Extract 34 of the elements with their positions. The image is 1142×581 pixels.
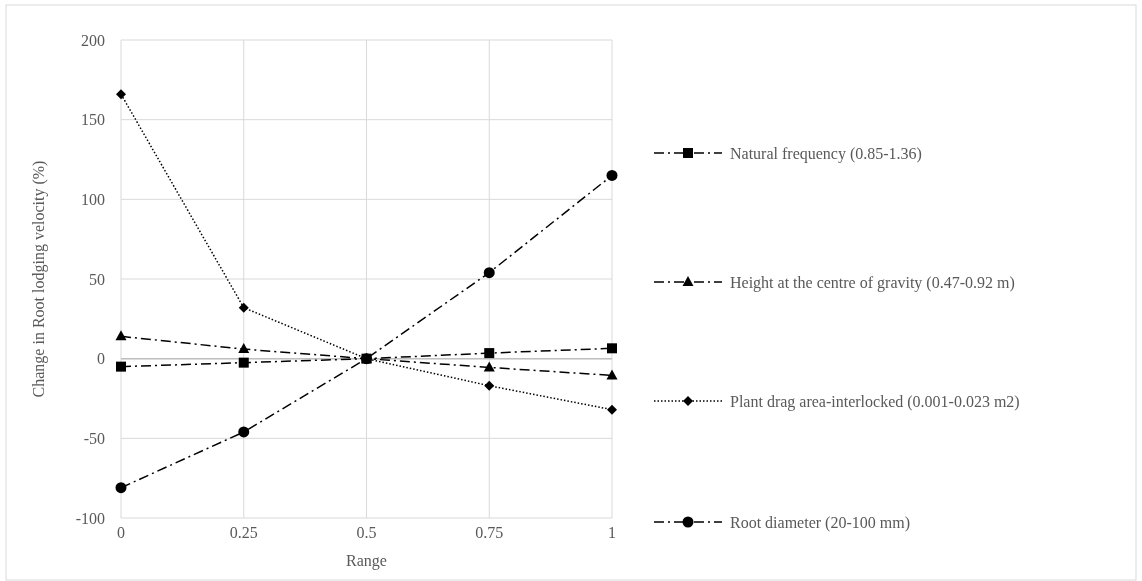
legend-label: Natural frequency (0.85-1.36): [730, 144, 922, 163]
x-axis-title: Range: [346, 552, 387, 570]
y-tick-label: -50: [83, 429, 105, 447]
point: [238, 357, 249, 368]
point: [483, 361, 495, 372]
point: [483, 267, 495, 279]
point: [484, 380, 495, 391]
point: [606, 369, 618, 380]
y-tick-label: 100: [81, 190, 105, 208]
legend-label: Height at the centre of gravity (0.47-0.92 m): [730, 273, 1015, 292]
point: [238, 426, 250, 438]
point: [238, 302, 249, 313]
y-tick-label: 0: [97, 350, 105, 368]
y-tick-label: 50: [89, 270, 105, 288]
point: [115, 482, 127, 494]
y-tick-label: -100: [75, 509, 105, 527]
x-tick-label: 1: [608, 524, 616, 541]
x-tick-label: 0: [117, 524, 125, 541]
x-tick-label: 0.25: [229, 524, 258, 541]
point: [116, 361, 126, 372]
point: [484, 348, 495, 359]
point: [116, 89, 126, 100]
point: [606, 169, 618, 181]
legend-label: Plant drag area-interlocked (0.001-0.023 m2): [730, 392, 1020, 411]
point: [607, 404, 617, 415]
y-axis-title: Change in Root lodging velocity (%): [30, 160, 48, 398]
y-tick-label: 200: [81, 31, 105, 49]
point: [115, 330, 127, 341]
legend-label: Root diameter (20-100 mm): [730, 513, 910, 532]
x-tick-label: 0.75: [475, 524, 504, 541]
y-tick-label: 150: [81, 111, 105, 129]
point: [238, 343, 250, 354]
x-tick-label: 0.5: [356, 524, 377, 541]
point: [607, 343, 617, 354]
